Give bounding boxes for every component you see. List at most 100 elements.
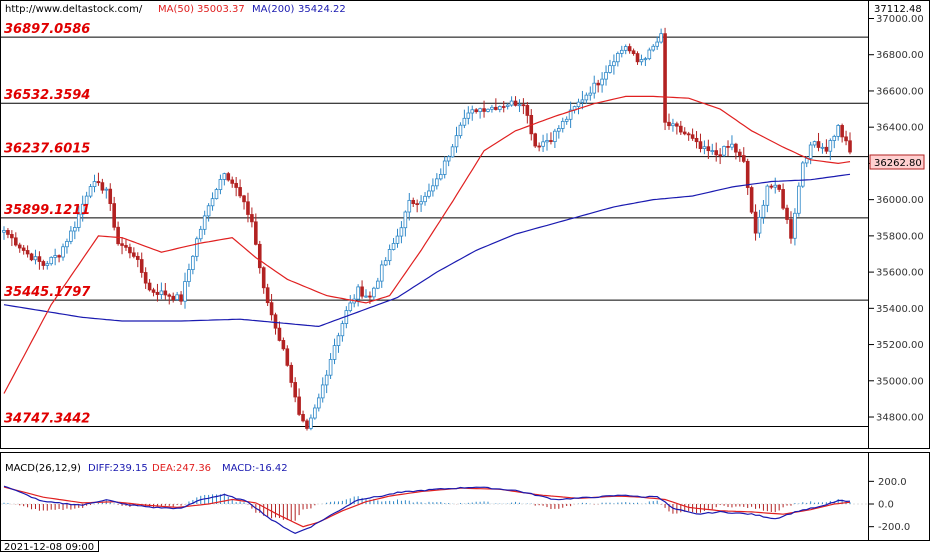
candle: [738, 148, 742, 162]
macd-tick-label: -200.0: [878, 522, 910, 533]
candle: [313, 404, 317, 420]
candle: [718, 148, 722, 165]
candle: [135, 252, 140, 268]
price-tick-label: 35200.00: [876, 340, 924, 351]
candle: [285, 345, 290, 367]
candle: [293, 377, 297, 403]
candle: [69, 226, 73, 245]
candle: [37, 251, 42, 270]
candle: [832, 134, 837, 149]
candle: [324, 370, 329, 394]
candle: [250, 207, 254, 228]
price-tick-label: 36800.00: [876, 50, 924, 61]
candle: [494, 98, 498, 111]
candle: [659, 28, 663, 44]
candle: [816, 132, 821, 152]
candle: [57, 254, 61, 263]
ma50-value: 35003.37: [197, 4, 245, 15]
candle: [33, 249, 38, 265]
ma50-line: [3, 95, 851, 394]
price-tick-label: 35800.00: [876, 231, 924, 242]
candle: [785, 204, 789, 224]
candle: [187, 263, 191, 287]
candle: [348, 295, 353, 313]
candle: [812, 140, 817, 148]
candle: [576, 98, 581, 115]
macd-axis-ticks: 200.0 0.0 -200.0: [869, 477, 910, 533]
level-label: 36897.0586: [4, 22, 90, 37]
candle: [191, 255, 195, 275]
candle: [588, 86, 593, 101]
ma50-label: MA(50): [158, 4, 194, 15]
ma200-value: 35424.22: [298, 4, 346, 15]
candle: [478, 107, 482, 119]
candle: [96, 172, 101, 186]
candle: [844, 130, 848, 146]
candle: [765, 184, 770, 213]
candle: [297, 388, 301, 417]
candle: [501, 100, 506, 113]
candle: [120, 237, 124, 255]
candle: [376, 277, 380, 290]
candle: [171, 292, 176, 303]
candle: [671, 118, 675, 132]
candle: [612, 54, 616, 75]
candle: [824, 139, 829, 154]
candle: [183, 272, 187, 309]
candle: [600, 72, 604, 93]
candle: [753, 204, 758, 241]
candle: [604, 65, 608, 86]
level-labels: 36897.0586 36532.3594 36237.6015 35899.1211…: [4, 22, 91, 426]
macd-diff: DIFF:239.15: [88, 463, 148, 474]
candle: [65, 238, 69, 254]
dea-line: [3, 486, 851, 528]
candle: [706, 139, 711, 159]
ma200-label: MA(200): [252, 4, 294, 15]
candle: [238, 179, 242, 199]
candle: [147, 279, 152, 292]
macd-histogram: [3, 493, 851, 521]
candle: [340, 320, 345, 342]
candle: [545, 133, 549, 151]
candle: [210, 192, 215, 211]
candle: [560, 117, 565, 133]
candle: [789, 211, 793, 244]
candle: [820, 143, 825, 154]
candle: [616, 51, 620, 67]
site-url[interactable]: http://www.deltastock.com/: [5, 4, 143, 15]
candle: [84, 191, 89, 206]
candle: [6, 228, 10, 239]
top-price: 37112.48: [874, 4, 922, 15]
price-tick-label: 36000.00: [876, 195, 924, 206]
candle: [269, 294, 274, 321]
price-tick-label: 35000.00: [876, 376, 924, 387]
candle: [257, 240, 262, 274]
candle: [741, 147, 746, 164]
candle: [25, 245, 30, 258]
macd-tick-label: 0.0: [878, 500, 894, 511]
candle: [320, 377, 325, 403]
candle: [112, 196, 116, 231]
candle: [462, 109, 467, 129]
candle: [128, 243, 132, 259]
candle: [399, 221, 404, 244]
candle: [836, 123, 840, 141]
macd-label: MACD(26,12,9): [5, 463, 81, 474]
candle: [305, 418, 309, 431]
candle: [808, 141, 813, 165]
candle: [651, 44, 656, 52]
candle: [722, 145, 726, 157]
candle: [242, 194, 246, 210]
candle: [619, 45, 624, 58]
candle: [517, 99, 522, 113]
candle: [840, 123, 844, 143]
macd-tick-label: 200.0: [878, 477, 907, 488]
candle: [104, 186, 109, 199]
candle: [277, 321, 282, 342]
candle: [246, 192, 250, 223]
candle: [206, 203, 211, 222]
candle: [655, 36, 659, 50]
price-tick-label: 36600.00: [876, 86, 924, 97]
candle: [442, 156, 447, 179]
candle: [167, 293, 172, 305]
